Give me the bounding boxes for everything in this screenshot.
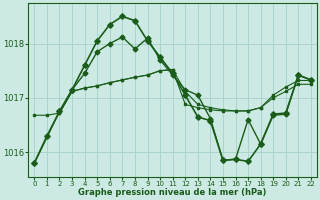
X-axis label: Graphe pression niveau de la mer (hPa): Graphe pression niveau de la mer (hPa) bbox=[78, 188, 267, 197]
